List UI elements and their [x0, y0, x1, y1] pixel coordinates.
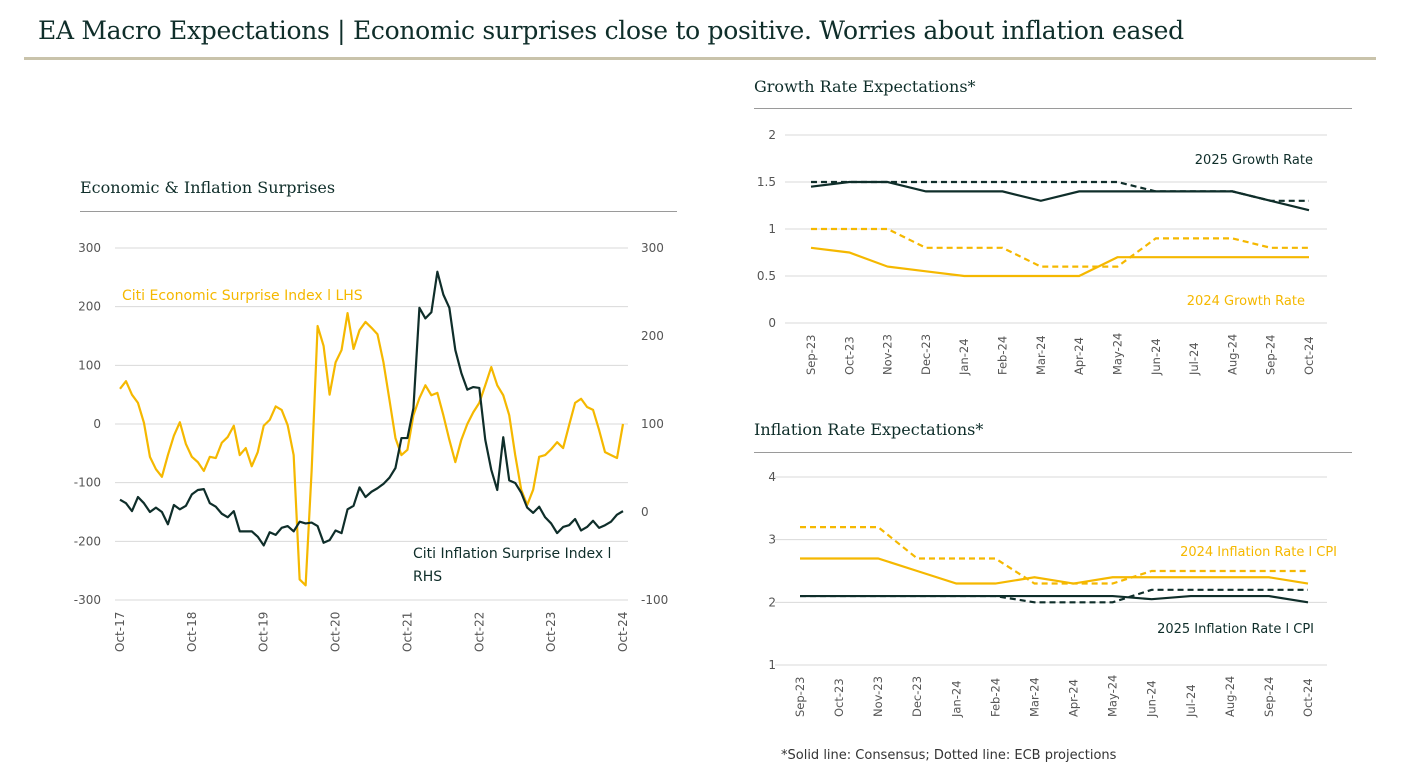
x-tick: Sep-24: [1264, 335, 1278, 375]
x-tick: May-24: [1106, 675, 1120, 717]
x-tick: Nov-23: [871, 676, 885, 717]
x-tick: Oct-24: [616, 612, 630, 652]
inflation-chart-rule: [754, 452, 1352, 453]
x-tick: Sep-23: [804, 335, 818, 375]
page-title: EA Macro Expectations | Economic surpris…: [38, 16, 1184, 45]
y-tick-right: 200: [641, 329, 664, 343]
inflation-surprise-label-axis: RHS: [413, 569, 442, 585]
growth-chart-title: Growth Rate Expectations*: [754, 77, 976, 96]
x-tick: May-24: [1110, 333, 1124, 375]
ecb-projection-line: [811, 180, 1309, 202]
x-tick: Jul-24: [1184, 684, 1198, 718]
x-tick: Aug-24: [1223, 676, 1237, 717]
y-tick: 1: [768, 222, 776, 236]
x-tick: Apr-24: [1067, 679, 1081, 717]
x-tick: Mar-24: [1027, 677, 1041, 717]
y-tick: 2: [768, 128, 776, 142]
inflation-2025-label: 2025 Inflation Rate l CPI: [1157, 622, 1314, 637]
x-tick: Oct-21: [400, 612, 414, 652]
x-tick: Jan-24: [957, 338, 971, 376]
consensus-line: [800, 557, 1309, 585]
y-tick: 0.5: [757, 269, 776, 283]
x-tick: Feb-24: [996, 336, 1010, 375]
consensus-line: [810, 180, 1310, 212]
y-tick-left: 200: [78, 300, 101, 314]
inflation-chart-title: Inflation Rate Expectations*: [754, 420, 984, 439]
x-tick: Apr-24: [1072, 337, 1086, 375]
x-tick: Nov-23: [881, 334, 895, 375]
x-tick: Oct-24: [1301, 678, 1315, 717]
inflation-surprise-label: Citi Inflation Surprise Index l: [413, 546, 611, 562]
x-tick: Dec-23: [910, 676, 924, 717]
inflation-chart: 4 3 2 1 Sep-23 Oct-23 Nov-23 Dec-23 Jan-24 Feb-24…: [768, 470, 1337, 718]
x-tick: Jan-24: [949, 680, 963, 718]
surprises-chart-title: Economic & Inflation Surprises: [80, 178, 336, 197]
x-tick: Feb-24: [988, 678, 1002, 717]
y-tick-right: 300: [641, 241, 664, 255]
x-tick: Mar-24: [1034, 335, 1048, 375]
y-tick-left: -300: [74, 593, 101, 607]
x-tick: Jul-24: [1187, 342, 1201, 376]
consensus-line: [810, 246, 1309, 278]
x-tick: Oct-23: [832, 678, 846, 717]
x-tick: Sep-23: [793, 677, 807, 717]
y-tick: 1: [768, 658, 776, 672]
surprises-chart-rule: [80, 211, 677, 212]
inflation-surprise-line: [119, 270, 624, 547]
x-tick: Oct-22: [472, 612, 486, 652]
x-tick: Oct-24: [1302, 336, 1316, 375]
x-tick: Aug-24: [1225, 334, 1239, 375]
x-tick: Oct-19: [257, 612, 271, 652]
ecb-projection-line: [811, 227, 1309, 268]
growth-chart-rule: [754, 108, 1352, 109]
y-tick: 1.5: [757, 175, 776, 189]
y-tick: 0: [768, 316, 776, 330]
footnote: *Solid line: Consensus; Dotted line: ECB…: [781, 748, 1117, 763]
x-tick: Oct-23: [842, 336, 856, 375]
x-tick: Oct-17: [113, 612, 127, 652]
ecb-projection-line: [800, 526, 1308, 585]
y-tick-right: -100: [641, 593, 668, 607]
x-tick: Oct-23: [544, 612, 558, 652]
x-tick: Jun-24: [1145, 680, 1159, 718]
y-tick-right: 100: [641, 417, 664, 431]
y-tick-left: -100: [74, 476, 101, 490]
growth-chart: 2 1.5 1 0.5 0 Sep-23 Oct-23 Nov-23 Dec-23 Jan-24 F…: [757, 128, 1327, 376]
growth-2024-label: 2024 Growth Rate: [1187, 294, 1305, 309]
surprises-chart: 300 200 100 0 -100 -200 -300 300 200 100 0 -100 Oct-…: [74, 241, 668, 652]
title-divider: [24, 57, 1376, 60]
y-tick: 4: [768, 470, 776, 484]
y-tick-right: 0: [641, 505, 649, 519]
y-tick-left: 0: [93, 417, 101, 431]
y-tick-left: 300: [78, 241, 101, 255]
x-tick: Oct-18: [185, 612, 199, 652]
x-tick: Sep-24: [1262, 677, 1276, 717]
growth-2025-label: 2025 Growth Rate: [1195, 153, 1313, 168]
y-tick: 2: [768, 595, 776, 609]
economic-surprise-line: [119, 312, 625, 587]
x-tick: Oct-20: [329, 612, 343, 652]
y-tick-left: 100: [78, 358, 101, 372]
inflation-2024-label: 2024 Inflation Rate l CPI: [1180, 545, 1337, 560]
y-tick-left: -200: [74, 534, 101, 548]
x-tick: Dec-23: [919, 334, 933, 375]
economic-surprise-label: Citi Economic Surprise Index l LHS: [122, 288, 363, 304]
x-tick: Jun-24: [1149, 338, 1163, 376]
y-tick: 3: [768, 533, 776, 547]
ecb-projection-line: [800, 588, 1308, 604]
